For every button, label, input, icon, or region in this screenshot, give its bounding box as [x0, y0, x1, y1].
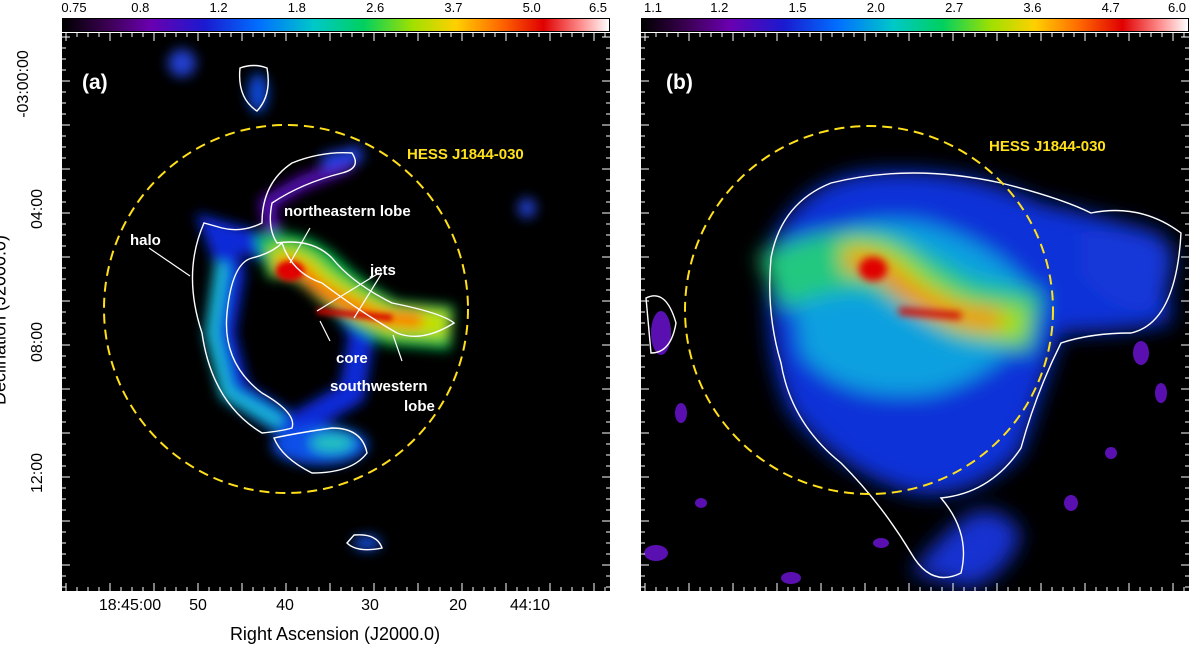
noise-blobs	[644, 311, 1167, 584]
contour-lines	[645, 172, 1182, 579]
y-tick-label: -03:00:00	[14, 50, 32, 118]
y-tick-label: 08:00	[29, 321, 47, 363]
colorbar-b-tick: 6.0	[1167, 0, 1187, 15]
x-tick-label: 50	[189, 597, 207, 614]
panel-a-source-label: HESS J1844-030	[407, 146, 524, 163]
x-tick-label: 44:10	[509, 597, 551, 614]
y-tick-label: 12:00	[29, 452, 47, 494]
hess-circle-b	[684, 125, 1054, 495]
colorbar-b-tick: 4.7	[1101, 0, 1120, 15]
colorbar-b-tick: 1.2	[710, 0, 729, 15]
colorbar-a-tick: 0.75	[61, 0, 87, 15]
southwestern-lobe-label-2: lobe	[404, 398, 435, 415]
panel-b-image: (b) HESS J1844-030	[641, 33, 1189, 591]
panel-a-image: (a) HESS J1844-030 halo northeastern lob…	[62, 33, 610, 591]
colorbar-a-tick: 2.6	[366, 0, 385, 15]
colorbar-a-tick: 6.5	[588, 0, 608, 15]
y-axis-label: Declination (J2000.0)	[0, 234, 10, 406]
colorbar-b-tick: 2.7	[945, 0, 964, 15]
panel-a-ticks	[62, 33, 610, 591]
colorbar-b-tick: 2.0	[866, 0, 885, 15]
x-tick-label: 40	[276, 597, 294, 614]
halo-label: halo	[130, 232, 161, 249]
core-label: core	[336, 350, 368, 367]
x-axis-label: Right Ascension (J2000.0)	[229, 624, 441, 644]
colorbar-b-tick: 1.1	[643, 0, 663, 15]
colorbar-b	[641, 18, 1189, 32]
colorbar-a	[62, 18, 610, 32]
panel-b-source-label: HESS J1844-030	[989, 138, 1106, 155]
y-tick-label: 04:00	[29, 188, 47, 230]
contour-lines	[191, 64, 456, 551]
colorbar-a-tick: 5.0	[522, 0, 541, 15]
x-tick-label: 18:45:00	[98, 597, 162, 614]
panel-a-tag: (a)	[82, 71, 108, 94]
colorbar-a-tick: 3.7	[444, 0, 463, 15]
panel-b-tag: (b)	[666, 71, 693, 94]
x-tick-label: 30	[361, 597, 379, 614]
x-tick-label: 20	[449, 597, 467, 614]
colorbar-b-tick: 3.6	[1023, 0, 1042, 15]
colorbar-a-tick: 0.8	[131, 0, 150, 15]
northeastern-lobe-label: northeastern lobe	[284, 203, 411, 220]
colorbar-a-tick: 1.8	[287, 0, 306, 15]
southwestern-lobe-label-1: southwestern	[330, 378, 428, 395]
hess-circle-a	[103, 124, 469, 494]
colorbar-a-tick: 1.2	[209, 0, 228, 15]
jets-label: jets	[369, 262, 396, 279]
annotation-leaders	[148, 227, 403, 362]
panel-b-ticks	[641, 33, 1189, 591]
colorbar-b-tick: 1.5	[788, 0, 807, 15]
